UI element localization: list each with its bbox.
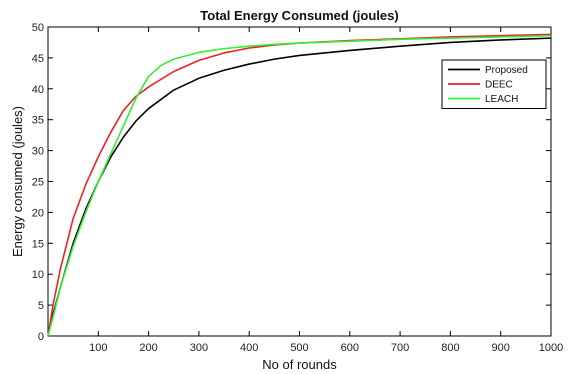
legend: Proposed DEEC LEACH: [441, 59, 547, 109]
x-tick-label: 500: [290, 342, 308, 354]
x-tick-label: 300: [190, 342, 208, 354]
y-tick-label: 35: [32, 115, 44, 127]
y-tick-label: 50: [32, 22, 44, 34]
x-tick-label: 900: [492, 342, 510, 354]
legend-label: LEACH: [485, 94, 518, 105]
x-axis-label: No of rounds: [262, 357, 337, 372]
y-tick-label: 0: [38, 331, 44, 343]
y-tick-label: 25: [32, 177, 44, 189]
legend-label: DEEC: [485, 80, 513, 91]
series-line-leach: [47, 34, 552, 337]
x-tick-label: 1000: [539, 342, 563, 354]
axis-ticks: 0 5 10 15 20 25 30 35 40 45 50 100 200 300 400 500 600 70…: [32, 22, 563, 354]
series-line-proposed: [47, 37, 552, 337]
x-tick-label: 700: [391, 342, 409, 354]
y-tick-label: 20: [32, 207, 44, 219]
legend-label: Proposed: [485, 65, 528, 76]
x-tick-label: 200: [139, 342, 157, 354]
y-tick-label: 45: [32, 53, 44, 65]
x-tick-label: 100: [89, 342, 107, 354]
y-tick-label: 5: [38, 300, 44, 312]
series-lines: [47, 33, 552, 337]
x-tick-label: 600: [341, 342, 359, 354]
y-axis-label: Energy consumed (joules): [10, 106, 25, 257]
y-tick-label: 10: [32, 269, 44, 281]
y-tick-label: 40: [32, 84, 44, 96]
y-tick-label: 30: [32, 146, 44, 158]
y-tick-label: 15: [32, 238, 44, 250]
chart-title: Total Energy Consumed (joules): [200, 8, 398, 23]
x-tick-label: 400: [240, 342, 258, 354]
x-tick-label: 800: [441, 342, 459, 354]
